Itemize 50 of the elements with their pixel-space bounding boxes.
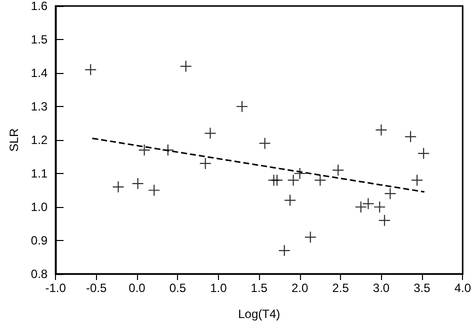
x-tick-label: 2.0 [291,281,308,295]
point [180,60,192,72]
y-tick-label: 1.3 [30,100,48,114]
point [85,64,96,76]
point [314,174,326,186]
point [132,178,144,190]
point [418,148,430,159]
point [355,202,366,212]
x-tick-label: 3.0 [372,281,390,295]
point [412,174,423,186]
x-tick-label: -0.5 [86,281,107,295]
x-tick-label: 1.0 [210,281,228,295]
x-tick-label: 1.5 [250,281,268,295]
x-tick-label: 4.0 [454,281,472,295]
point [362,198,374,210]
y-tick-label: 0.9 [30,234,48,248]
x-tick-label: 2.5 [332,281,350,295]
x-axis-title: Log(T4) [238,307,280,321]
point [405,131,416,142]
point [204,128,216,139]
x-tick-label: 0.5 [169,281,186,295]
point [288,174,299,186]
y-tick-label: 1.2 [30,133,48,147]
point [332,164,344,176]
point [236,101,248,112]
y-tick-label: 1.5 [30,32,48,46]
point [138,144,150,156]
point [384,188,396,200]
y-axis-title: SLR [7,128,21,152]
point [200,158,211,169]
x-tick-label: 3.5 [414,281,431,295]
point [284,194,296,206]
x-tick-label: -1.0 [45,281,66,295]
x-tick-label: 0.0 [128,281,146,295]
y-tick-label: 1.6 [30,0,48,13]
point [259,138,270,149]
point [112,181,124,192]
y-tick-label: 0.8 [30,267,48,281]
point [294,168,306,179]
point [162,144,174,156]
point [148,184,160,196]
point [278,245,290,256]
y-tick-label: 1.4 [30,66,48,80]
point [272,174,283,186]
point [379,214,390,226]
y-tick-label: 1.1 [30,166,48,180]
point [374,202,386,212]
point [376,124,387,136]
y-tick-label: 1.0 [30,200,48,214]
point [304,232,316,243]
